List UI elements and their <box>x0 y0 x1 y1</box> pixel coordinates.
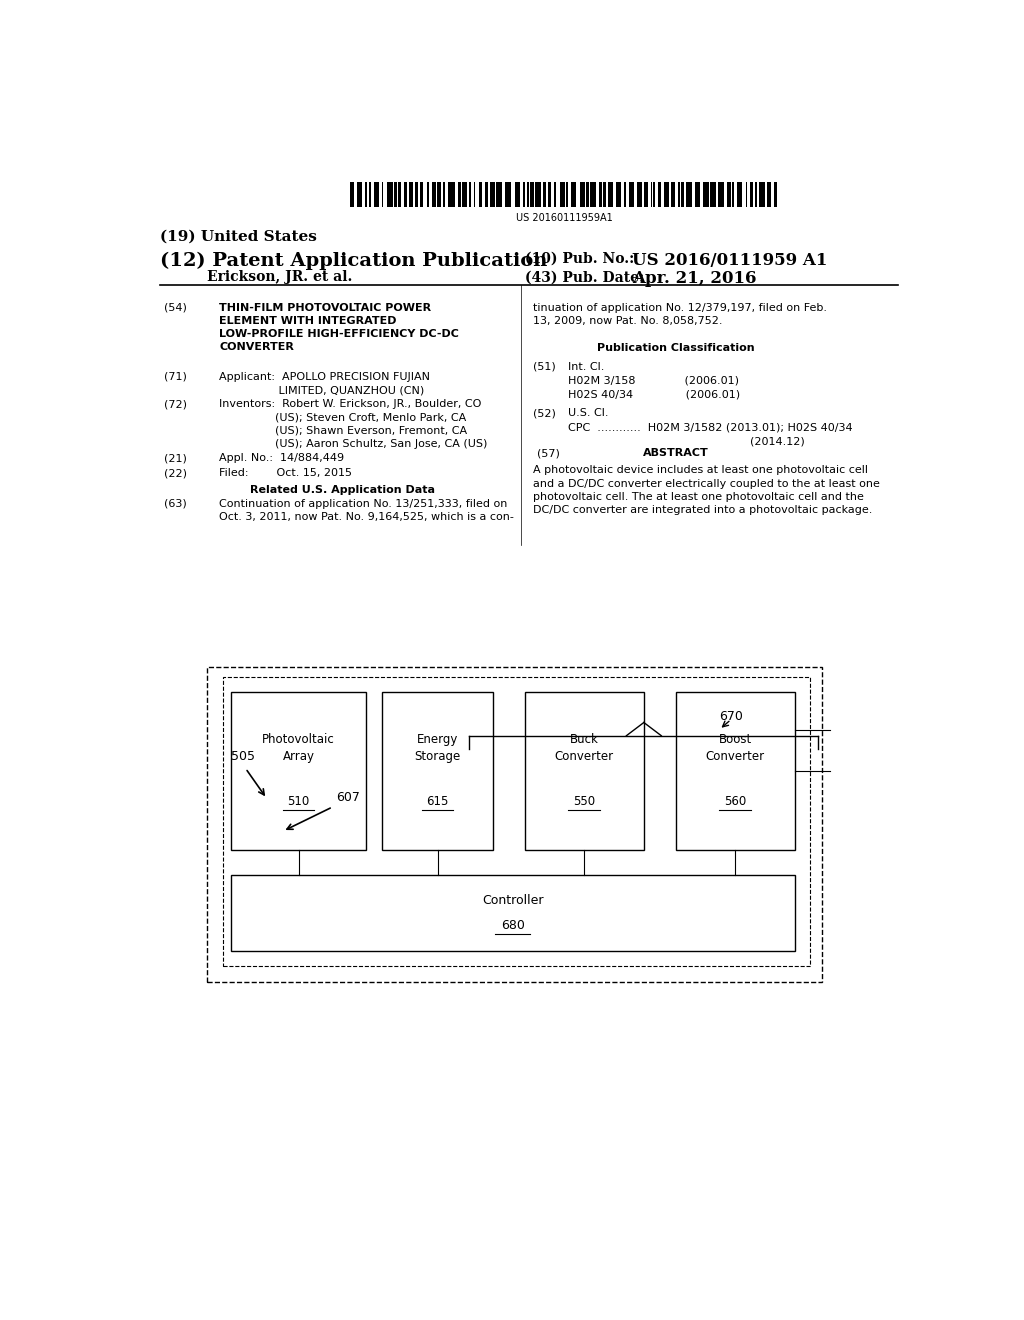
Text: tinuation of application No. 12/379,197, filed on Feb.
13, 2009, now Pat. No. 8,: tinuation of application No. 12/379,197,… <box>532 302 826 326</box>
Text: US 2016/0111959 A1: US 2016/0111959 A1 <box>632 252 827 269</box>
Bar <box>357 182 362 207</box>
Bar <box>437 182 441 207</box>
Bar <box>548 182 551 207</box>
Bar <box>703 182 709 207</box>
Text: Inventors:  Robert W. Erickson, JR., Boulder, CO
                (US); Steven Cr: Inventors: Robert W. Erickson, JR., Boul… <box>219 399 487 449</box>
Bar <box>506 182 512 207</box>
Text: Int. Cl.
H02M 3/158              (2006.01)
H02S 40/34               (2006.01): Int. Cl. H02M 3/158 (2006.01) H02S 40/34… <box>568 362 740 400</box>
Bar <box>759 182 765 207</box>
Bar <box>207 667 822 982</box>
Text: Buck
Converter: Buck Converter <box>555 734 613 763</box>
Bar <box>543 182 546 207</box>
Bar <box>566 182 568 207</box>
Text: US 20160111959A1: US 20160111959A1 <box>516 214 612 223</box>
Text: (72): (72) <box>164 399 186 409</box>
Text: 550: 550 <box>573 795 595 808</box>
Bar <box>369 182 371 207</box>
Text: (71): (71) <box>164 372 186 381</box>
Bar <box>615 182 622 207</box>
Bar <box>695 182 699 207</box>
Text: 615: 615 <box>426 795 449 808</box>
Text: Continuation of application No. 13/251,333, filed on
Oct. 3, 2011, now Pat. No. : Continuation of application No. 13/251,3… <box>219 499 514 523</box>
Bar <box>676 692 795 850</box>
Bar <box>664 182 670 207</box>
Text: (52): (52) <box>532 408 556 418</box>
Bar <box>637 182 642 207</box>
Bar <box>653 182 655 207</box>
Bar <box>671 182 675 207</box>
Bar <box>403 182 408 207</box>
Bar <box>427 182 429 207</box>
Text: (12) Patent Application Publication: (12) Patent Application Publication <box>160 252 547 271</box>
Bar <box>462 182 467 207</box>
Bar <box>554 182 556 207</box>
Bar <box>681 182 684 207</box>
Bar <box>442 182 444 207</box>
Bar <box>719 182 724 207</box>
Text: Publication Classification: Publication Classification <box>597 343 755 354</box>
Text: Erickson, JR. et al.: Erickson, JR. et al. <box>207 271 352 284</box>
Bar <box>603 182 606 207</box>
Text: 510: 510 <box>288 795 309 808</box>
Text: 505: 505 <box>231 750 255 763</box>
Bar <box>580 182 585 207</box>
Bar <box>496 182 502 207</box>
Bar <box>710 182 716 207</box>
Bar <box>536 182 541 207</box>
Bar <box>469 182 471 207</box>
Bar <box>629 182 634 207</box>
Text: Related U.S. Application Data: Related U.S. Application Data <box>250 484 435 495</box>
Bar <box>750 182 754 207</box>
Bar <box>231 875 795 952</box>
Text: Filed:        Oct. 15, 2015: Filed: Oct. 15, 2015 <box>219 469 352 478</box>
Bar <box>727 182 730 207</box>
Bar <box>599 182 602 207</box>
Bar <box>755 182 757 207</box>
Bar <box>644 182 648 207</box>
Bar <box>523 182 525 207</box>
Bar <box>398 182 401 207</box>
Bar <box>223 677 811 966</box>
Text: (19) United States: (19) United States <box>160 230 316 244</box>
Bar <box>458 182 461 207</box>
Text: 680: 680 <box>501 919 525 932</box>
Bar <box>530 182 534 207</box>
Bar <box>767 182 771 207</box>
Bar <box>382 692 494 850</box>
Bar <box>650 182 652 207</box>
Text: ABSTRACT: ABSTRACT <box>643 447 709 458</box>
Text: 670: 670 <box>719 710 743 722</box>
Bar <box>387 182 393 207</box>
Bar <box>736 182 742 207</box>
Bar <box>586 182 589 207</box>
Bar <box>571 182 577 207</box>
Text: Apr. 21, 2016: Apr. 21, 2016 <box>632 271 757 288</box>
Bar <box>678 182 680 207</box>
Text: (21): (21) <box>164 453 186 463</box>
Bar <box>350 182 353 207</box>
Bar <box>658 182 662 207</box>
Text: Controller: Controller <box>482 895 544 907</box>
Bar <box>374 182 379 207</box>
Bar <box>686 182 692 207</box>
Text: Photovoltaic
Array: Photovoltaic Array <box>262 734 335 763</box>
Bar <box>479 182 482 207</box>
Bar <box>485 182 488 207</box>
Bar <box>366 182 368 207</box>
Text: (22): (22) <box>164 469 186 478</box>
Text: 607: 607 <box>336 791 359 804</box>
Bar <box>415 182 418 207</box>
Bar <box>608 182 613 207</box>
Text: Energy
Storage: Energy Storage <box>415 734 461 763</box>
Bar <box>515 182 519 207</box>
Text: (51): (51) <box>532 362 555 372</box>
Bar <box>394 182 396 207</box>
Text: Applicant:  APOLLO PRECISION FUJIAN
                 LIMITED, QUANZHOU (CN): Applicant: APOLLO PRECISION FUJIAN LIMIT… <box>219 372 430 395</box>
Bar <box>449 182 455 207</box>
Bar <box>420 182 423 207</box>
Text: THIN-FILM PHOTOVOLTAIC POWER
ELEMENT WITH INTEGRATED
LOW-PROFILE HIGH-EFFICIENCY: THIN-FILM PHOTOVOLTAIC POWER ELEMENT WIT… <box>219 302 459 352</box>
Bar <box>526 182 528 207</box>
Bar <box>231 692 367 850</box>
Text: (54): (54) <box>164 302 186 313</box>
Bar <box>474 182 475 207</box>
